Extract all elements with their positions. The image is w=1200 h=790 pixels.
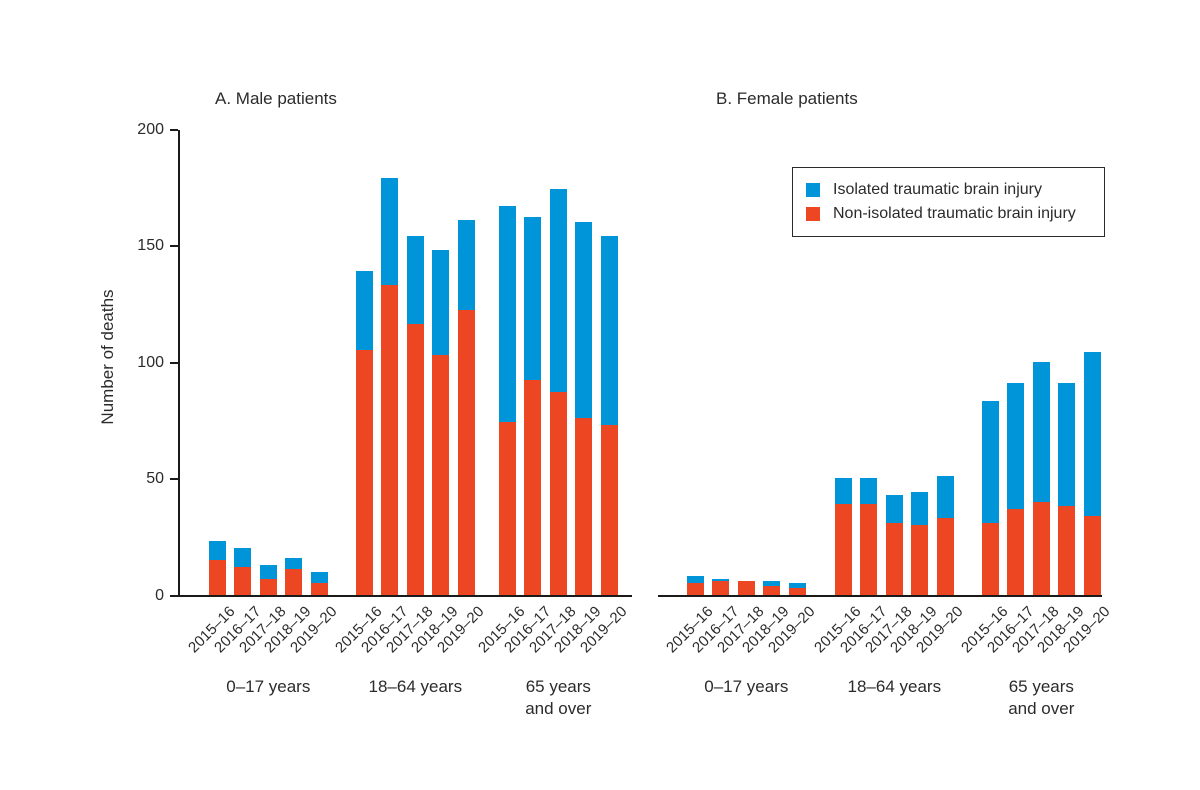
bar-segment-non-isolated [737, 581, 755, 595]
bar-segment-non-isolated [549, 392, 567, 595]
bar-segment-isolated [381, 177, 399, 285]
bar-segment-non-isolated [209, 560, 226, 595]
legend-label-isolated: Isolated traumatic brain injury [833, 181, 1042, 198]
bar-segment-isolated [600, 235, 618, 425]
bar-segment-non-isolated [457, 310, 475, 595]
bar-segment-non-isolated [911, 525, 929, 595]
y-tick-label: 50 [146, 470, 164, 488]
bar-segment-isolated [234, 548, 252, 567]
panel-title-female: B. Female patients [716, 89, 858, 108]
age-group-label: 0–17 years [704, 677, 789, 696]
bar-segment-non-isolated [835, 504, 852, 595]
bar-segment-isolated [788, 583, 806, 588]
panel-title-male: A. Male patients [215, 89, 337, 108]
bar-segment-isolated [575, 221, 593, 418]
bar-segment-non-isolated [499, 422, 516, 595]
bar-segment-non-isolated [885, 522, 903, 595]
legend-item-isolated: Isolated traumatic brain injury [806, 181, 1104, 199]
bar-segment-isolated [259, 564, 277, 579]
bar-segment-isolated [1083, 352, 1101, 516]
legend: Isolated traumatic brain injury Non-isol… [792, 167, 1105, 237]
bar-segment-non-isolated [356, 350, 373, 595]
bar-segment-non-isolated [285, 569, 303, 595]
bar-segment-isolated [499, 205, 516, 423]
y-axis-tick [170, 128, 178, 131]
bar-segment-isolated [209, 541, 226, 560]
bar-segment-isolated [406, 235, 424, 325]
bar-segment-non-isolated [763, 585, 781, 595]
bar-segment-non-isolated [259, 578, 277, 595]
bar-segment-non-isolated [1007, 508, 1025, 595]
y-tick-label: 150 [137, 237, 164, 255]
bar-segment-non-isolated [1032, 501, 1050, 595]
bar-segment-isolated [457, 219, 475, 311]
age-group-label: 18–64 years [368, 677, 463, 696]
y-tick-label: 0 [155, 587, 164, 604]
y-axis-tick [170, 478, 178, 481]
bar-segment-isolated [1032, 361, 1050, 502]
bar-segment-isolated [712, 578, 730, 581]
bar-segment-non-isolated [600, 424, 618, 595]
y-axis-tick [170, 595, 178, 597]
bar-segment-non-isolated [234, 567, 252, 595]
bar-segment-isolated [310, 571, 328, 584]
bar-segment-non-isolated [860, 504, 878, 595]
age-group-label: 18–64 years [847, 677, 942, 696]
bar-segment-non-isolated [982, 522, 999, 595]
bar-segment-isolated [687, 576, 704, 584]
y-axis-line [178, 129, 180, 597]
legend-swatch-isolated-icon [806, 183, 820, 197]
bar-segment-isolated [885, 494, 903, 523]
bar-segment-isolated [1058, 382, 1076, 507]
bar-segment-non-isolated [406, 324, 424, 595]
bar-segment-non-isolated [575, 417, 593, 595]
bar-segment-non-isolated [788, 588, 806, 595]
age-group-label: 65 years and over [1008, 677, 1075, 719]
bar-segment-isolated [911, 492, 929, 526]
y-tick-label: 200 [137, 120, 164, 138]
legend-swatch-non-isolated-icon [806, 207, 820, 221]
y-axis-tick [170, 361, 178, 364]
age-group-label: 65 years and over [525, 677, 592, 719]
bar-segment-isolated [549, 189, 567, 393]
legend-item-non-isolated: Non-isolated traumatic brain injury [806, 205, 1104, 223]
bar-segment-isolated [356, 270, 373, 351]
bar-segment-isolated [835, 478, 852, 505]
bar-segment-isolated [285, 557, 303, 570]
bar-segment-non-isolated [712, 581, 730, 595]
bar-segment-isolated [763, 581, 781, 586]
bar-segment-non-isolated [687, 583, 704, 595]
x-axis-line [178, 595, 632, 597]
bar-segment-isolated [524, 217, 542, 381]
age-group-label: 0–17 years [226, 677, 311, 696]
legend-label-non-isolated: Non-isolated traumatic brain injury [833, 205, 1076, 222]
bar-segment-isolated [936, 476, 954, 519]
bar-segment-non-isolated [310, 583, 328, 595]
bar-segment-isolated [982, 401, 999, 523]
y-axis-tick [170, 245, 178, 248]
bar-segment-non-isolated [936, 518, 954, 595]
bar-segment-non-isolated [1083, 515, 1101, 595]
bar-segment-non-isolated [381, 284, 399, 595]
x-axis-line [658, 595, 1102, 597]
bar-segment-non-isolated [1058, 506, 1076, 595]
y-tick-label: 100 [137, 353, 164, 371]
bar-segment-non-isolated [432, 354, 450, 595]
bar-segment-isolated [1007, 382, 1025, 509]
bar-segment-isolated [432, 249, 450, 355]
bar-segment-non-isolated [524, 380, 542, 595]
bar-segment-isolated [860, 478, 878, 505]
